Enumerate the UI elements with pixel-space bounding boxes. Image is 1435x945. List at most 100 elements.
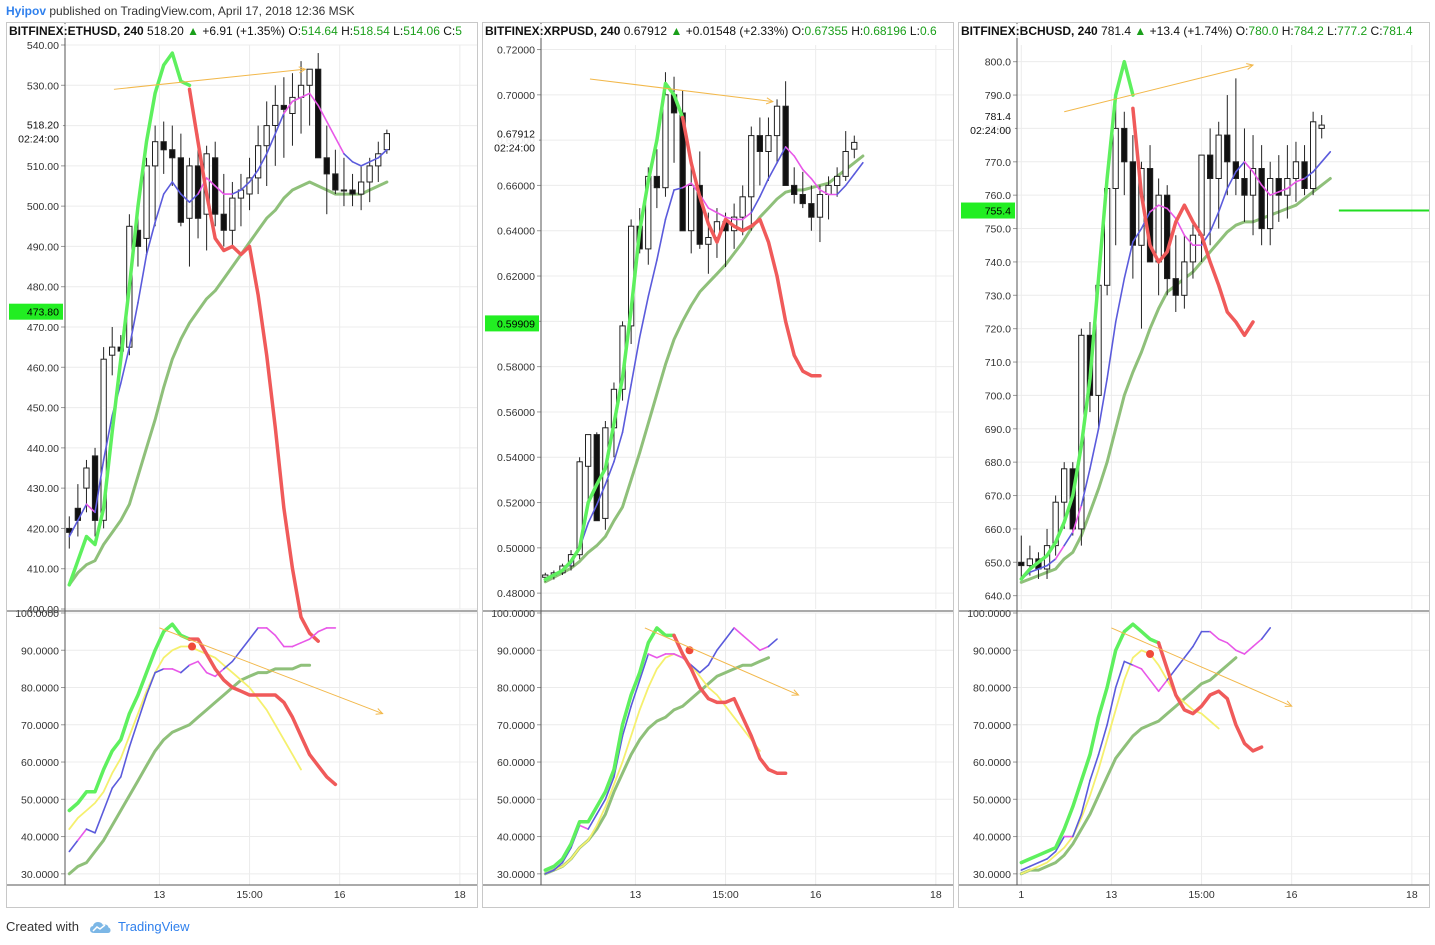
osc-fast-segment — [102, 787, 114, 812]
fast-ma-segment — [1106, 321, 1117, 380]
level-tag-label: 0.59909 — [497, 318, 535, 330]
osc-fast-segment — [85, 828, 96, 834]
publish-header: Hyipov published on TradingView.com, Apr… — [6, 4, 355, 18]
candle-up — [1026, 558, 1033, 567]
divergence-arrowhead — [298, 66, 307, 74]
fast-ma-segment — [681, 182, 693, 189]
footer-brand[interactable]: TradingView — [118, 919, 190, 934]
candle-down — [349, 189, 356, 195]
author-name[interactable]: Hyipov — [6, 4, 47, 18]
fast-ma-segment — [343, 152, 354, 163]
osc-tick-label: 100.0000 — [15, 608, 59, 620]
price-tick-label: 670.0 — [985, 491, 1011, 503]
candle-up — [748, 135, 755, 198]
price-tick-label: 450.00 — [27, 403, 59, 415]
chart-panel-xrpusd[interactable]: BITFINEX:XRPUSD, 240 0.67912 ▲ +0.01548 … — [482, 22, 954, 908]
time-tick-label: 15:00 — [236, 889, 262, 901]
fast-ma-segment — [1286, 181, 1297, 190]
price-tick-label: 690.0 — [985, 424, 1011, 436]
price-tick-label: 750.0 — [985, 224, 1011, 236]
fast-ma-segment — [810, 177, 821, 191]
chart-svg[interactable]: 640.0 650.0 660.0 670.0 680.0 690.0 700.0 710.0… — [959, 23, 1429, 907]
last-price: 781.4 — [1101, 24, 1132, 38]
osc-fast-segment — [1243, 645, 1254, 655]
fast-ma-segment — [793, 155, 804, 171]
time-tick-label: 16 — [810, 889, 822, 901]
candle-down — [1241, 178, 1248, 196]
chart-svg[interactable]: 400.00 410.00 420.00 430.00 440.00 450.00 460.… — [7, 23, 477, 907]
time-tick-label: 16 — [334, 889, 346, 901]
low-value: 777.2 — [1337, 24, 1368, 38]
candle-up — [739, 196, 746, 218]
osc-fast-segment — [1235, 649, 1246, 655]
upper-band-green — [67, 51, 192, 587]
fast-ma-segment — [759, 177, 770, 198]
osc-divergence-arrowhead — [791, 689, 800, 696]
price-tick-label: 0.58000 — [497, 362, 535, 374]
osc-tick-label: 50.0000 — [973, 794, 1011, 806]
fast-ma-segment — [102, 414, 114, 461]
candle-up — [688, 184, 695, 232]
osc-fast-segment — [1132, 664, 1143, 670]
symbol-label[interactable]: BITFINEX:ETHUSD, 240 — [9, 24, 144, 38]
osc-fast-segment — [1157, 679, 1169, 693]
fast-ma-segment — [604, 460, 615, 486]
price-tag-bg — [9, 116, 63, 147]
fast-ma-segment — [724, 216, 735, 221]
price-tick-label: 460.00 — [27, 362, 59, 374]
price-tag-bg — [485, 125, 539, 156]
osc-fast-segment — [1029, 861, 1040, 868]
fast-ma-segment — [1132, 227, 1143, 243]
close-value: 5 — [455, 24, 462, 38]
high-label: H: — [1281, 24, 1294, 38]
candle-up — [83, 467, 90, 489]
candle-up — [1249, 168, 1257, 196]
symbol-legend: BITFINEX:BCHUSD, 240 781.4 ▲ +13.4 (+1.7… — [961, 24, 1413, 38]
fast-ma-segment — [741, 211, 753, 221]
candle-up — [1061, 468, 1068, 503]
osc-fast-segment — [1217, 638, 1229, 644]
publish-info: published on TradingView.com, April 17, … — [49, 4, 355, 18]
bar-countdown: 02:24:00 — [494, 142, 535, 154]
symbol-label[interactable]: BITFINEX:BCHUSD, 240 — [961, 24, 1098, 38]
fast-ma-segment — [325, 120, 337, 139]
osc-signal-line — [1020, 649, 1220, 875]
candle-down — [808, 203, 815, 218]
level-tag-bg — [961, 202, 1015, 219]
osc-fast-segment — [274, 634, 285, 648]
osc-fast-segment — [716, 638, 727, 652]
candle-down — [782, 105, 789, 186]
osc-fast-segment — [197, 660, 208, 674]
osc-fast-segment — [171, 668, 182, 674]
candle-up — [186, 165, 193, 219]
chart-panel-ethusd[interactable]: BITFINEX:ETHUSD, 240 518.20 ▲ +6.91 (+1.… — [6, 22, 478, 908]
osc-divergence-arrow — [644, 627, 799, 696]
fast-ma-segment — [257, 152, 268, 171]
chart-svg[interactable]: 0.48000 0.50000 0.52000 0.54000 0.56000 0.580… — [483, 23, 953, 907]
candle-down — [1207, 154, 1214, 180]
symbol-label[interactable]: BITFINEX:XRPUSD, 240 — [485, 24, 621, 38]
candle-up — [366, 165, 373, 183]
osc-fast-segment — [587, 813, 598, 830]
osc-fast-segment — [690, 664, 701, 674]
osc-fast-segment — [231, 649, 242, 663]
fast-ma-segment — [1320, 150, 1332, 163]
osc-tick-label: 90.0000 — [973, 645, 1011, 657]
price-tick-label: 740.0 — [985, 257, 1011, 269]
fast-ma-segment — [1209, 211, 1220, 233]
price-tick-label: 420.00 — [27, 523, 59, 535]
osc-tick-label: 90.0000 — [497, 645, 535, 657]
fast-ma-segment — [317, 104, 328, 123]
osc-signal-line — [68, 645, 302, 830]
fast-ma-segment — [274, 112, 285, 135]
fast-ma-segment — [128, 302, 139, 348]
open-label: O: — [288, 24, 302, 38]
last-price-tag: 781.4 — [985, 111, 1011, 123]
tradingview-cloud-icon[interactable] — [89, 921, 111, 935]
candle-up — [662, 94, 669, 189]
price-tick-label: 540.00 — [27, 40, 59, 52]
chart-panel-bchusd[interactable]: BITFINEX:BCHUSD, 240 781.4 ▲ +13.4 (+1.7… — [958, 22, 1430, 908]
fast-ma-segment — [248, 169, 259, 183]
osc-fast-segment — [1089, 753, 1100, 782]
osc-fast-segment — [673, 653, 684, 659]
